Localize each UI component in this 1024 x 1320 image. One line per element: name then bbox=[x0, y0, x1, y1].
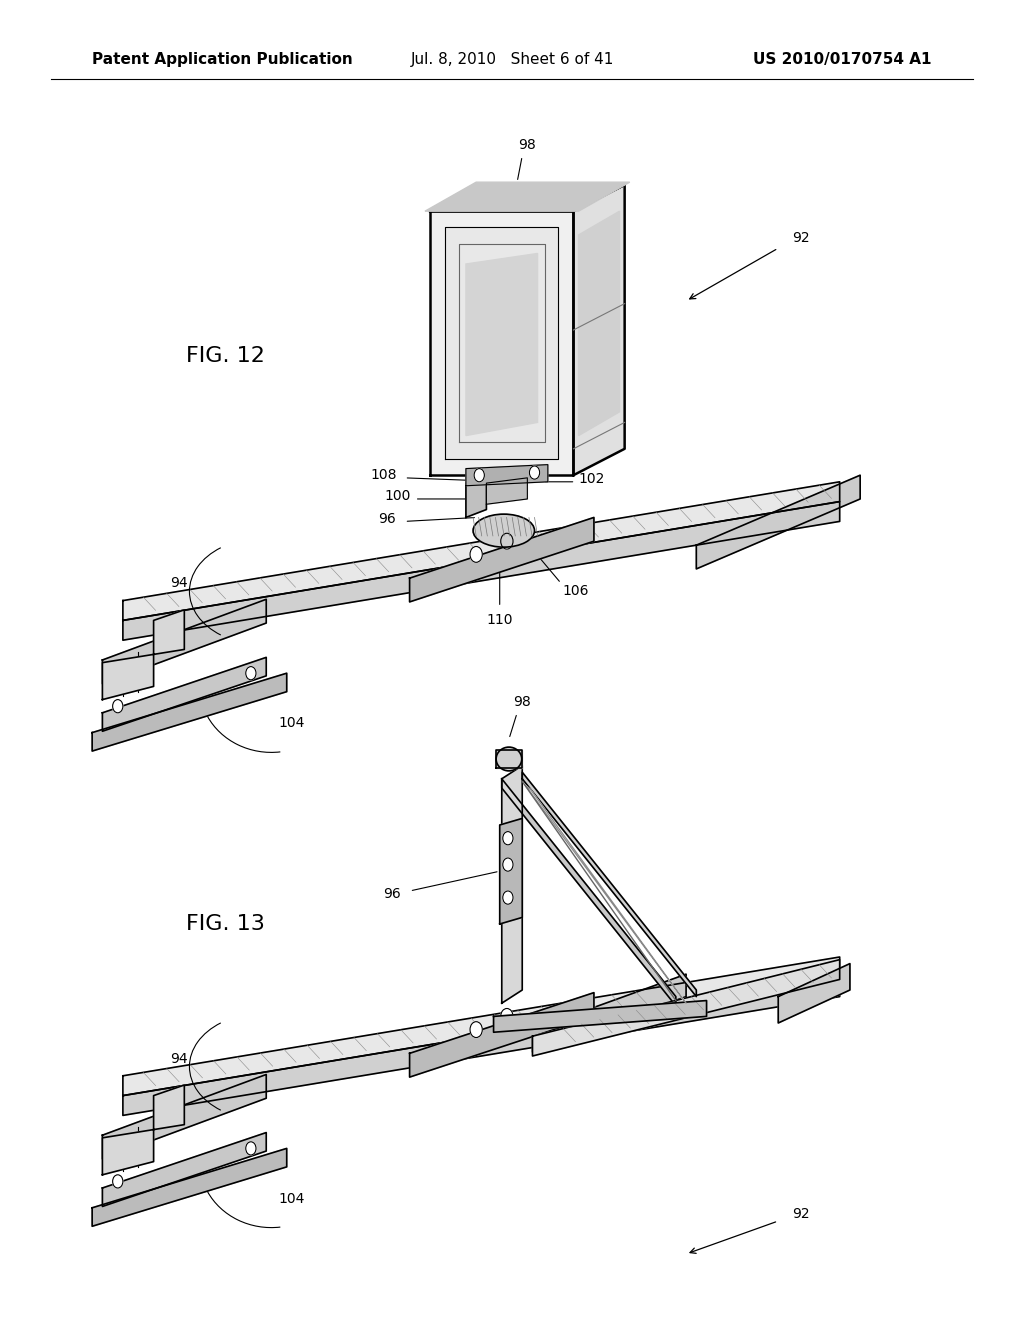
Circle shape bbox=[246, 667, 256, 680]
Polygon shape bbox=[430, 211, 573, 475]
Circle shape bbox=[503, 858, 513, 871]
Polygon shape bbox=[486, 478, 527, 504]
Polygon shape bbox=[102, 610, 184, 700]
Polygon shape bbox=[494, 1001, 707, 1032]
Polygon shape bbox=[92, 1148, 287, 1226]
Circle shape bbox=[113, 700, 123, 713]
Polygon shape bbox=[92, 673, 287, 751]
Polygon shape bbox=[123, 957, 840, 1096]
Polygon shape bbox=[123, 482, 840, 620]
Text: FIG. 13: FIG. 13 bbox=[185, 913, 265, 935]
Polygon shape bbox=[102, 1085, 184, 1175]
Text: 94: 94 bbox=[170, 577, 188, 590]
Circle shape bbox=[246, 1142, 256, 1155]
Text: 102: 102 bbox=[579, 473, 605, 486]
Polygon shape bbox=[496, 750, 522, 768]
Ellipse shape bbox=[473, 513, 535, 546]
Text: 106: 106 bbox=[562, 585, 589, 598]
Text: FIG. 12: FIG. 12 bbox=[185, 346, 265, 367]
Text: 108: 108 bbox=[371, 469, 397, 482]
Polygon shape bbox=[500, 818, 522, 924]
Text: 98: 98 bbox=[513, 696, 531, 709]
Text: Patent Application Publication: Patent Application Publication bbox=[92, 51, 353, 67]
Text: US 2010/0170754 A1: US 2010/0170754 A1 bbox=[754, 51, 932, 67]
Polygon shape bbox=[102, 1133, 266, 1206]
Text: 104: 104 bbox=[279, 1192, 305, 1205]
Polygon shape bbox=[532, 960, 840, 1056]
Polygon shape bbox=[123, 502, 840, 640]
Text: 110: 110 bbox=[486, 614, 513, 627]
Polygon shape bbox=[466, 475, 486, 517]
Polygon shape bbox=[123, 977, 840, 1115]
Text: 96: 96 bbox=[378, 512, 396, 525]
Circle shape bbox=[503, 891, 513, 904]
Circle shape bbox=[503, 832, 513, 845]
Text: 92: 92 bbox=[792, 1208, 810, 1221]
Circle shape bbox=[470, 1022, 482, 1038]
Polygon shape bbox=[410, 517, 594, 602]
Text: 98: 98 bbox=[518, 139, 537, 152]
Polygon shape bbox=[102, 599, 266, 684]
Polygon shape bbox=[502, 779, 676, 1006]
Polygon shape bbox=[445, 227, 558, 459]
Text: 94: 94 bbox=[170, 1052, 188, 1065]
Polygon shape bbox=[430, 185, 625, 211]
Polygon shape bbox=[573, 185, 625, 475]
Circle shape bbox=[501, 1008, 513, 1024]
Ellipse shape bbox=[496, 747, 521, 771]
Text: Jul. 8, 2010   Sheet 6 of 41: Jul. 8, 2010 Sheet 6 of 41 bbox=[411, 51, 613, 67]
Text: 96: 96 bbox=[383, 887, 401, 900]
Circle shape bbox=[113, 1175, 123, 1188]
Polygon shape bbox=[102, 657, 266, 731]
Text: 104: 104 bbox=[279, 717, 305, 730]
Polygon shape bbox=[525, 785, 686, 1003]
Polygon shape bbox=[778, 964, 850, 1023]
Text: 100: 100 bbox=[384, 490, 411, 503]
Circle shape bbox=[474, 469, 484, 482]
Polygon shape bbox=[522, 772, 696, 997]
Polygon shape bbox=[410, 993, 594, 1077]
Polygon shape bbox=[102, 1074, 266, 1159]
Text: 92: 92 bbox=[792, 231, 810, 244]
Circle shape bbox=[529, 466, 540, 479]
Circle shape bbox=[501, 533, 513, 549]
Polygon shape bbox=[466, 253, 538, 436]
Polygon shape bbox=[579, 211, 620, 436]
Polygon shape bbox=[425, 182, 630, 211]
Polygon shape bbox=[696, 475, 860, 569]
Circle shape bbox=[470, 546, 482, 562]
Polygon shape bbox=[466, 465, 548, 486]
Polygon shape bbox=[502, 766, 522, 1003]
Polygon shape bbox=[532, 974, 686, 1052]
